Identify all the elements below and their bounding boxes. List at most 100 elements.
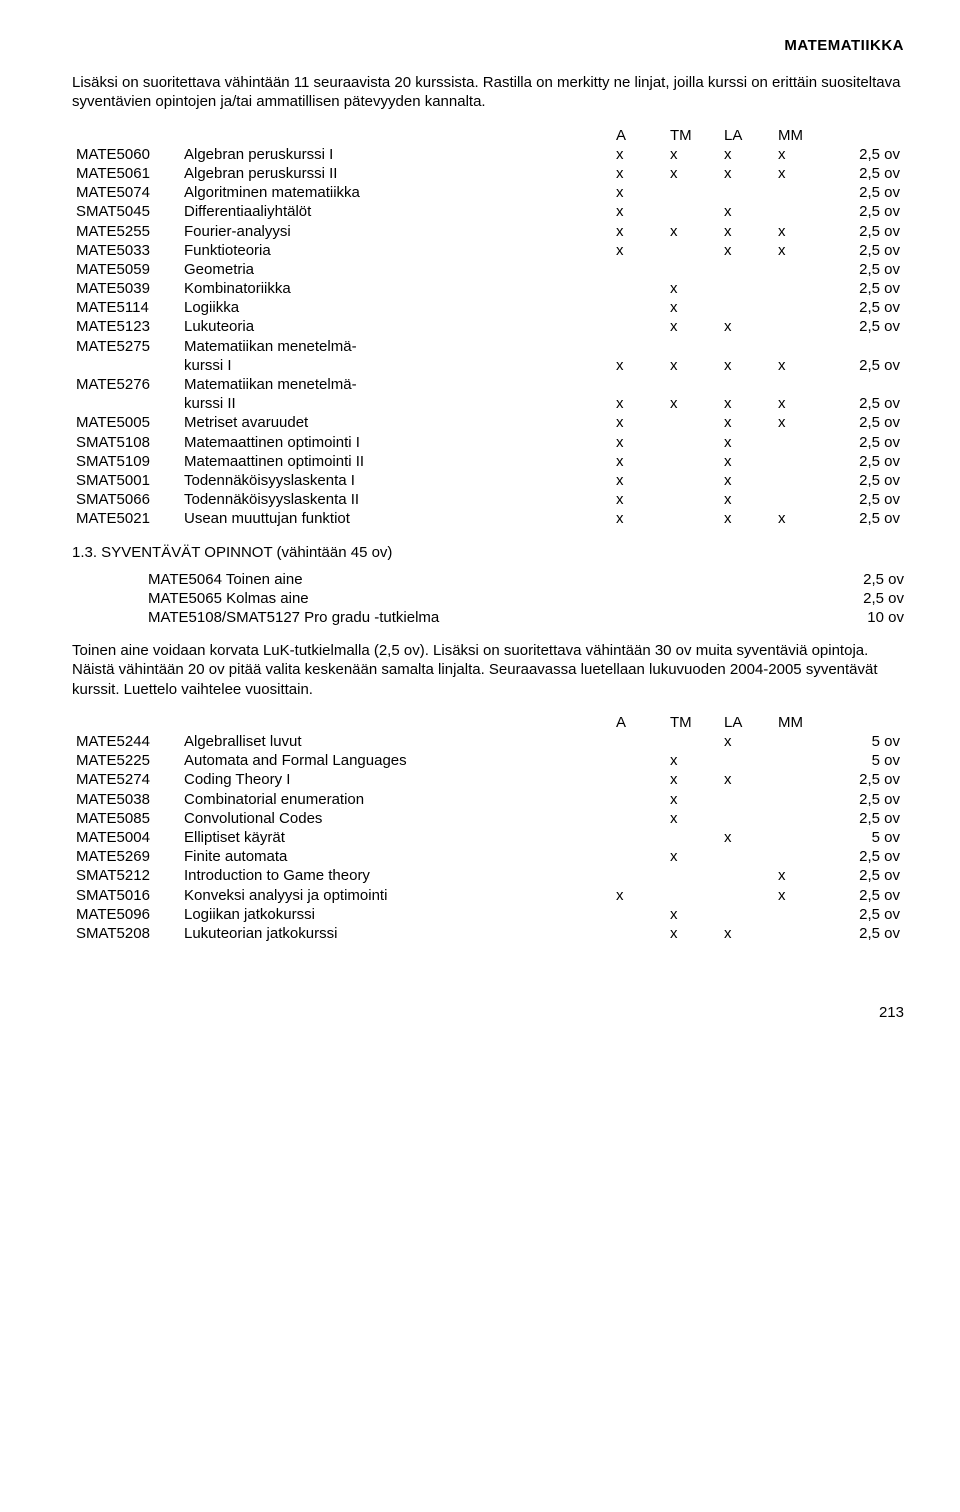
course-credits: 2,5 ov [828,490,904,509]
course-credits: 2,5 ov [828,452,904,471]
list-item-credits: 2,5 ov [824,570,904,589]
mark-tm: x [666,770,720,789]
table-row: MATE5021Usean muuttujan funktiotxxx2,5 o… [72,509,904,528]
mark-a [612,317,666,336]
mark-la: x [720,394,774,413]
mark-tm: x [666,790,720,809]
course-name: Kombinatoriikka [180,279,612,298]
mark-tm: x [666,145,720,164]
mark-a [612,298,666,317]
mark-tm: x [666,222,720,241]
course-name: Algebran peruskurssi II [180,164,612,183]
table-row: MATE5123Lukuteoriaxx2,5 ov [72,317,904,336]
table-row: MATE5225Automata and Formal Languagesx5 … [72,751,904,770]
course-code: MATE5060 [72,145,180,164]
table-row: MATE5038Combinatorial enumerationx2,5 ov [72,790,904,809]
course-credits: 2,5 ov [828,770,904,789]
mark-tm [666,433,720,452]
course-code: SMAT5001 [72,471,180,490]
mark-tm [666,886,720,905]
course-credits [828,337,904,356]
list-item: MATE5064 Toinen aine2,5 ov [148,570,904,589]
table-row: MATE5004Elliptiset käyrätx5 ov [72,828,904,847]
course-name: Combinatorial enumeration [180,790,612,809]
col-tm: TM [666,126,720,145]
course-code: SMAT5208 [72,924,180,943]
course-code: MATE5275 [72,337,180,356]
page-number: 213 [72,1003,904,1022]
mark-a: x [612,394,666,413]
mark-tm [666,490,720,509]
mark-la [720,847,774,866]
table-row: MATE5074Algoritminen matematiikkax2,5 ov [72,183,904,202]
mark-la: x [720,509,774,528]
course-name: Finite automata [180,847,612,866]
course-code: MATE5244 [72,732,180,751]
mark-la: x [720,164,774,183]
course-name: Differentiaaliyhtälöt [180,202,612,221]
mark-tm: x [666,809,720,828]
course-name: Introduction to Game theory [180,866,612,885]
course-code: SMAT5045 [72,202,180,221]
mark-la [720,790,774,809]
mark-tm: x [666,164,720,183]
mark-tm: x [666,279,720,298]
course-credits: 2,5 ov [828,183,904,202]
course-code: MATE5096 [72,905,180,924]
mark-la: x [720,471,774,490]
mark-mm [774,183,828,202]
mark-a [612,924,666,943]
mark-a [612,790,666,809]
course-name: Metriset avaruudet [180,413,612,432]
mark-a [612,905,666,924]
para2: Toinen aine voidaan korvata LuK-tutkielm… [72,641,904,699]
mark-mm: x [774,164,828,183]
course-name: Lukuteorian jatkokurssi [180,924,612,943]
mark-la [720,809,774,828]
mark-a [612,337,666,356]
mark-tm [666,471,720,490]
course-name: Elliptiset käyrät [180,828,612,847]
mark-a: x [612,452,666,471]
mark-a: x [612,433,666,452]
col-credits [828,126,904,145]
mark-la: x [720,241,774,260]
mark-tm: x [666,847,720,866]
course-code: MATE5276 [72,375,180,394]
table-row: MATE5114Logiikkax2,5 ov [72,298,904,317]
course-credits: 2,5 ov [828,924,904,943]
mark-tm [666,202,720,221]
course-code: MATE5085 [72,809,180,828]
course-name: Funktioteoria [180,241,612,260]
mark-a: x [612,241,666,260]
course-code: MATE5033 [72,241,180,260]
course-name: Geometria [180,260,612,279]
mark-mm: x [774,222,828,241]
table-row: MATE5276Matematiikan menetelmä- [72,375,904,394]
course-name: Matematiikan menetelmä- [180,375,612,394]
course-name: Usean muuttujan funktiot [180,509,612,528]
course-credits: 2,5 ov [828,905,904,924]
table-row: MATE5060Algebran peruskurssi Ixxxx2,5 ov [72,145,904,164]
course-credits: 2,5 ov [828,164,904,183]
course-code: MATE5061 [72,164,180,183]
mark-mm: x [774,241,828,260]
table-row: SMAT5208Lukuteorian jatkokurssixx2,5 ov [72,924,904,943]
mark-la: x [720,202,774,221]
mark-la: x [720,413,774,432]
mark-la [720,337,774,356]
table-row: SMAT5045Differentiaaliyhtälötxx2,5 ov [72,202,904,221]
mark-la [720,905,774,924]
mark-a: x [612,183,666,202]
mark-tm [666,828,720,847]
course-code: MATE5021 [72,509,180,528]
mark-la: x [720,317,774,336]
course-table-1: ATMLAMMMATE5060Algebran peruskurssi Ixxx… [72,126,904,529]
mark-a: x [612,886,666,905]
mark-mm: x [774,356,828,375]
list-item-label: MATE5064 Toinen aine [148,570,824,589]
mark-tm: x [666,317,720,336]
mark-a [612,751,666,770]
mark-mm [774,279,828,298]
mark-mm: x [774,413,828,432]
